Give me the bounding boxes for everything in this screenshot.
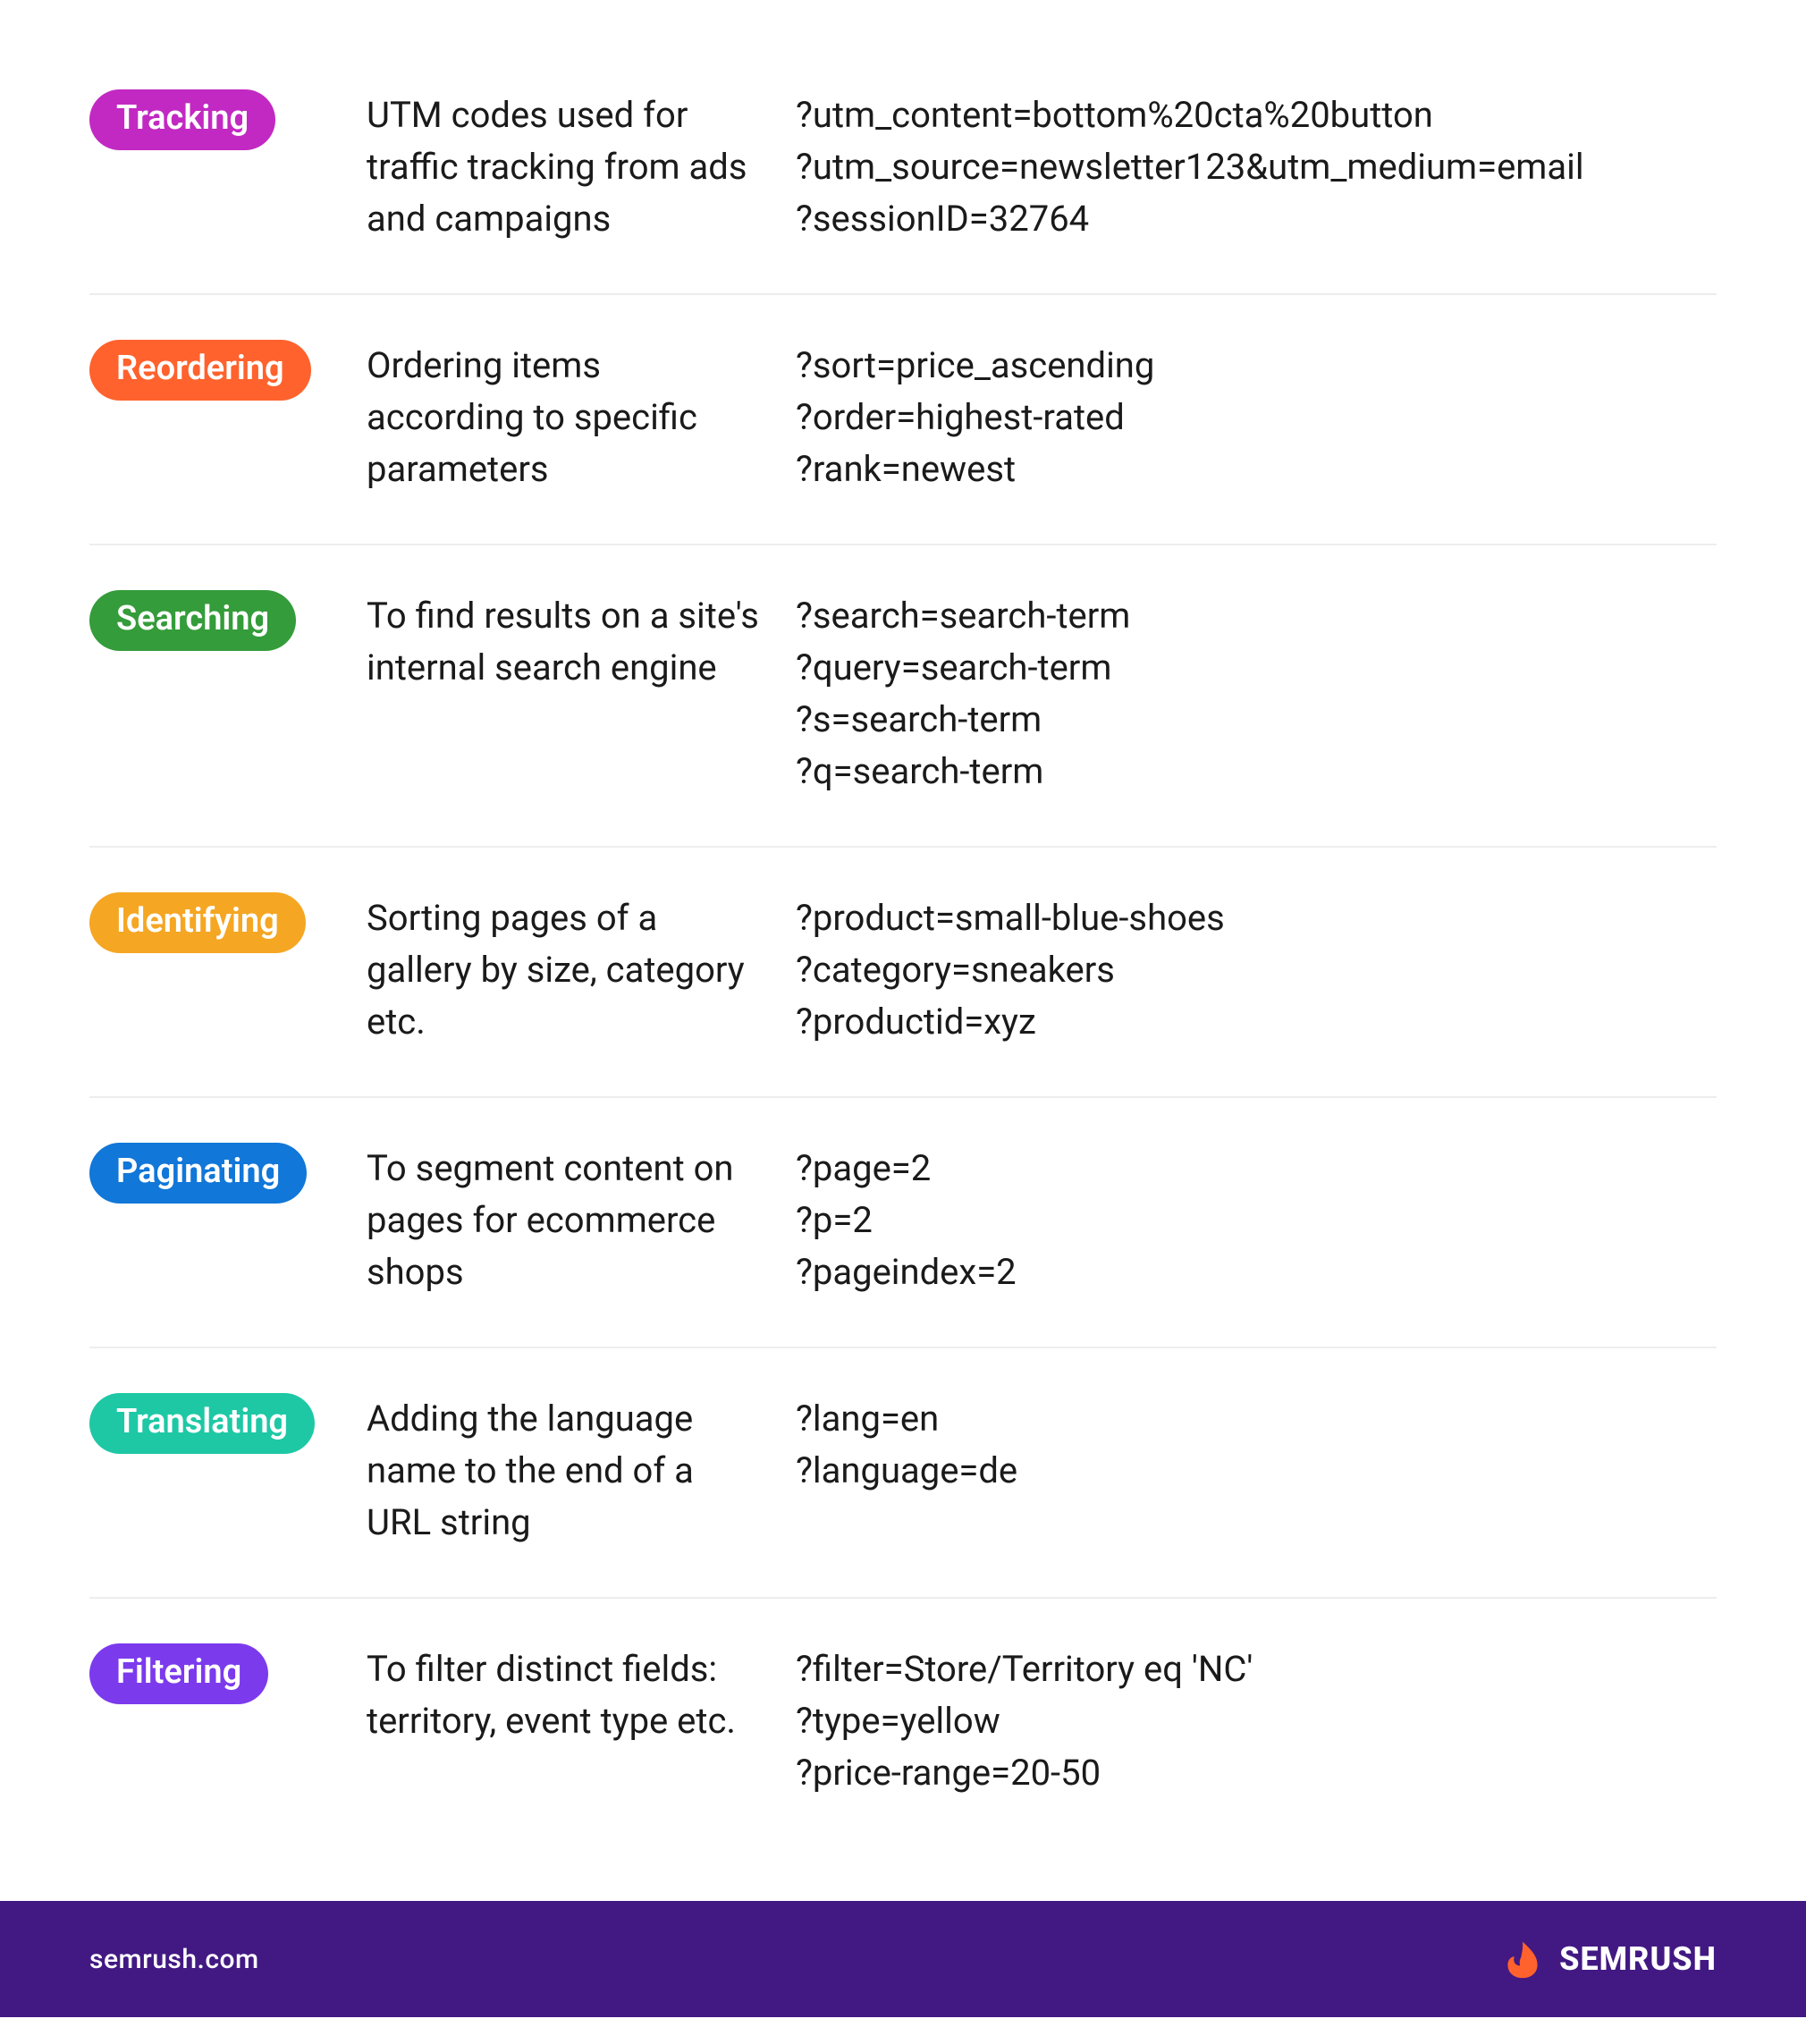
example-line: ?product=small-blue-shoes bbox=[796, 892, 1717, 944]
category-badge: Filtering bbox=[89, 1643, 268, 1704]
table-content: Tracking UTM codes used for traffic track… bbox=[0, 0, 1806, 1901]
example-line: ?sessionID=32764 bbox=[796, 193, 1717, 245]
examples-cell: ?search=search-term?query=search-term?s=… bbox=[796, 590, 1717, 798]
example-line: ?price-range=20-50 bbox=[796, 1747, 1717, 1799]
category-badge: Translating bbox=[89, 1393, 315, 1454]
category-badge: Reordering bbox=[89, 340, 311, 401]
table-row: Identifying Sorting pages of a gallery by… bbox=[89, 848, 1717, 1098]
description-cell: UTM codes used for traffic tracking from… bbox=[367, 89, 796, 245]
badge-cell: Searching bbox=[89, 590, 367, 651]
example-line: ?productid=xyz bbox=[796, 996, 1717, 1048]
category-badge: Searching bbox=[89, 590, 296, 651]
category-badge: Paginating bbox=[89, 1143, 307, 1204]
example-line: ?sort=price_ascending bbox=[796, 340, 1717, 392]
example-line: ?s=search-term bbox=[796, 694, 1717, 746]
description-cell: Ordering items according to specific par… bbox=[367, 340, 796, 495]
table-row: Paginating To segment content on pages fo… bbox=[89, 1098, 1717, 1348]
table-row: Translating Adding the language name to t… bbox=[89, 1348, 1717, 1599]
description-cell: To filter distinct fields: territory, ev… bbox=[367, 1643, 796, 1747]
examples-cell: ?utm_content=bottom%20cta%20button?utm_s… bbox=[796, 89, 1717, 245]
example-line: ?p=2 bbox=[796, 1195, 1717, 1246]
examples-cell: ?sort=price_ascending?order=highest-rate… bbox=[796, 340, 1717, 495]
flame-icon bbox=[1502, 1938, 1543, 1980]
example-line: ?filter=Store/Territory eq 'NC' bbox=[796, 1643, 1717, 1695]
category-badge: Identifying bbox=[89, 892, 306, 953]
table-row: Filtering To filter distinct fields: terr… bbox=[89, 1599, 1717, 1847]
badge-cell: Tracking bbox=[89, 89, 367, 150]
table-row: Searching To find results on a site's int… bbox=[89, 545, 1717, 848]
footer-site-label: semrush.com bbox=[89, 1944, 259, 1975]
example-line: ?rank=newest bbox=[796, 443, 1717, 495]
badge-cell: Translating bbox=[89, 1393, 367, 1454]
example-line: ?utm_content=bottom%20cta%20button bbox=[796, 89, 1717, 141]
example-line: ?search=search-term bbox=[796, 590, 1717, 642]
description-cell: Sorting pages of a gallery by size, cate… bbox=[367, 892, 796, 1048]
description-cell: To find results on a site's internal sea… bbox=[367, 590, 796, 694]
examples-cell: ?filter=Store/Territory eq 'NC'?type=yel… bbox=[796, 1643, 1717, 1799]
description-cell: Adding the language name to the end of a… bbox=[367, 1393, 796, 1549]
example-line: ?type=yellow bbox=[796, 1695, 1717, 1747]
example-line: ?order=highest-rated bbox=[796, 392, 1717, 443]
category-badge: Tracking bbox=[89, 89, 275, 150]
example-line: ?page=2 bbox=[796, 1143, 1717, 1195]
example-line: ?language=de bbox=[796, 1445, 1717, 1497]
badge-cell: Filtering bbox=[89, 1643, 367, 1704]
example-line: ?query=search-term bbox=[796, 642, 1717, 694]
example-line: ?pageindex=2 bbox=[796, 1246, 1717, 1298]
table-row: Reordering Ordering items according to sp… bbox=[89, 295, 1717, 545]
examples-cell: ?lang=en?language=de bbox=[796, 1393, 1717, 1497]
badge-cell: Reordering bbox=[89, 340, 367, 401]
footer-bar: semrush.com SEMRUSH bbox=[0, 1901, 1806, 2017]
description-cell: To segment content on pages for ecommerc… bbox=[367, 1143, 796, 1298]
example-line: ?utm_source=newsletter123&utm_medium=ema… bbox=[796, 141, 1717, 193]
example-line: ?lang=en bbox=[796, 1393, 1717, 1445]
table-row: Tracking UTM codes used for traffic track… bbox=[89, 80, 1717, 295]
example-line: ?category=sneakers bbox=[796, 944, 1717, 996]
badge-cell: Paginating bbox=[89, 1143, 367, 1204]
examples-cell: ?page=2?p=2?pageindex=2 bbox=[796, 1143, 1717, 1298]
infographic-page: Tracking UTM codes used for traffic track… bbox=[0, 0, 1806, 2017]
examples-cell: ?product=small-blue-shoes?category=sneak… bbox=[796, 892, 1717, 1048]
example-line: ?q=search-term bbox=[796, 746, 1717, 798]
footer-brand-text: SEMRUSH bbox=[1559, 1940, 1717, 1978]
footer-brand: SEMRUSH bbox=[1502, 1938, 1717, 1980]
badge-cell: Identifying bbox=[89, 892, 367, 953]
